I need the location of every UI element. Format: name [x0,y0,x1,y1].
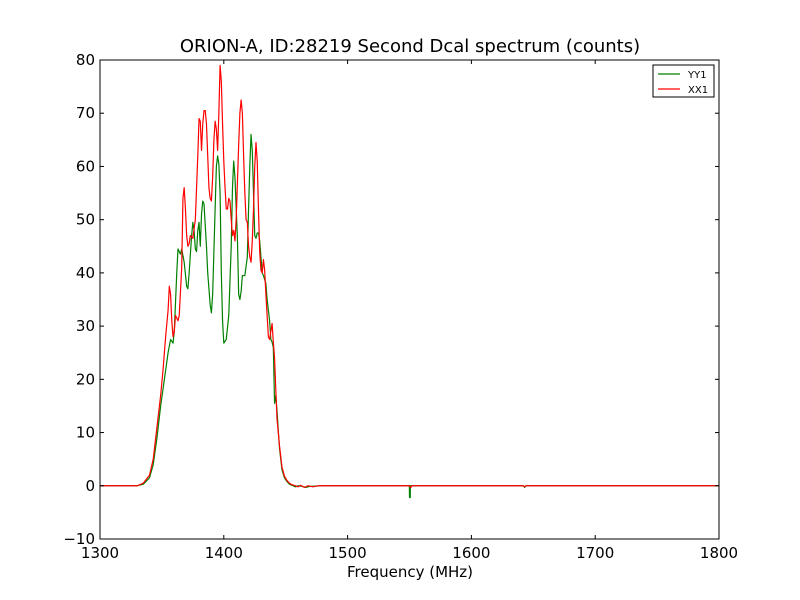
x-tick-label: 1700 [576,544,614,562]
legend-label-yy1: YY1 [687,70,707,81]
plot-background [100,60,719,539]
y-tick-label: −10 [63,530,95,548]
chart-title: ORION-A, ID:28219 Second Dcal spectrum (… [180,36,640,57]
x-tick-label: 1600 [452,544,490,562]
x-tick-label: 1500 [329,544,367,562]
y-tick-label: 40 [76,264,95,282]
x-tick-label: 1400 [205,544,243,562]
tick-marks [99,59,720,540]
legend-label-xx1: XX1 [688,85,708,96]
series-line-yy1 [100,133,719,499]
legend-box [652,64,715,98]
x-tick-labels: 1300 1400 1500 1600 1700 1800 [81,544,738,562]
series-line-xx1 [100,64,719,488]
x-tick-label: 1800 [700,544,738,562]
plot-frame [99,59,720,540]
y-tick-label: 80 [76,51,95,69]
y-tick-label: 60 [76,157,95,175]
y-tick-label: 0 [85,477,95,495]
y-tick-label: 70 [76,104,95,122]
y-tick-label: 20 [76,370,95,388]
series-layer [100,64,719,499]
y-tick-labels: −10 0 10 20 30 40 50 60 70 80 [63,51,95,548]
x-axis-label: Frequency (MHz) [347,563,473,581]
x-tick-label: 1300 [81,544,119,562]
y-tick-label: 10 [76,424,95,442]
y-tick-label: 30 [76,317,95,335]
plot-area [99,59,720,540]
y-tick-label: 50 [76,211,95,229]
